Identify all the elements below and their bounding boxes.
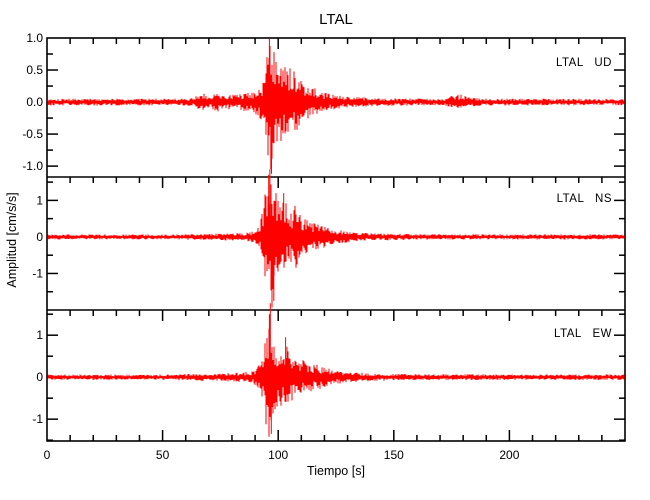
panel-label-ud: LTAL UD (556, 57, 612, 69)
x-tick-label: 100 (268, 448, 288, 462)
y-tick-label: 1 (36, 328, 43, 342)
y-tick-label: 0.0 (26, 95, 43, 109)
trace-ew (47, 303, 625, 437)
y-tick-label: -1 (32, 412, 43, 426)
y-tick-label: 0 (36, 370, 43, 384)
y-tick-label: 0 (36, 230, 43, 244)
y-tick-label: 1 (36, 193, 43, 207)
y-tick-label: -1.0 (22, 159, 43, 173)
panel-label-ew: LTAL EW (554, 328, 612, 340)
y-tick-label: -0.5 (22, 127, 43, 141)
tick-labels: 0 50 100 150 200 1.0 0.5 0.0 -0.5 -1.0 1 0 -1 1 0 -1 (22, 31, 519, 462)
y-tick-label: -1 (32, 266, 43, 280)
x-tick-label: 0 (44, 448, 51, 462)
chart-title: LTAL (319, 11, 353, 28)
y-axis-label: Amplitud [cm/s/s] (5, 192, 19, 287)
y-tick-label: 0.5 (26, 63, 43, 77)
x-tick-label: 150 (384, 448, 404, 462)
y-tick-label: 1.0 (26, 31, 43, 45)
plot-box (46, 37, 626, 442)
trace-ud (47, 38, 625, 174)
panel-label-ns: LTAL NS (557, 193, 612, 205)
x-axis-label: Tiempo [s] (307, 464, 365, 478)
x-tick-label: 50 (156, 448, 170, 462)
waveform-traces (47, 38, 625, 437)
x-tick-label: 200 (499, 448, 519, 462)
trace-ns (47, 169, 625, 308)
